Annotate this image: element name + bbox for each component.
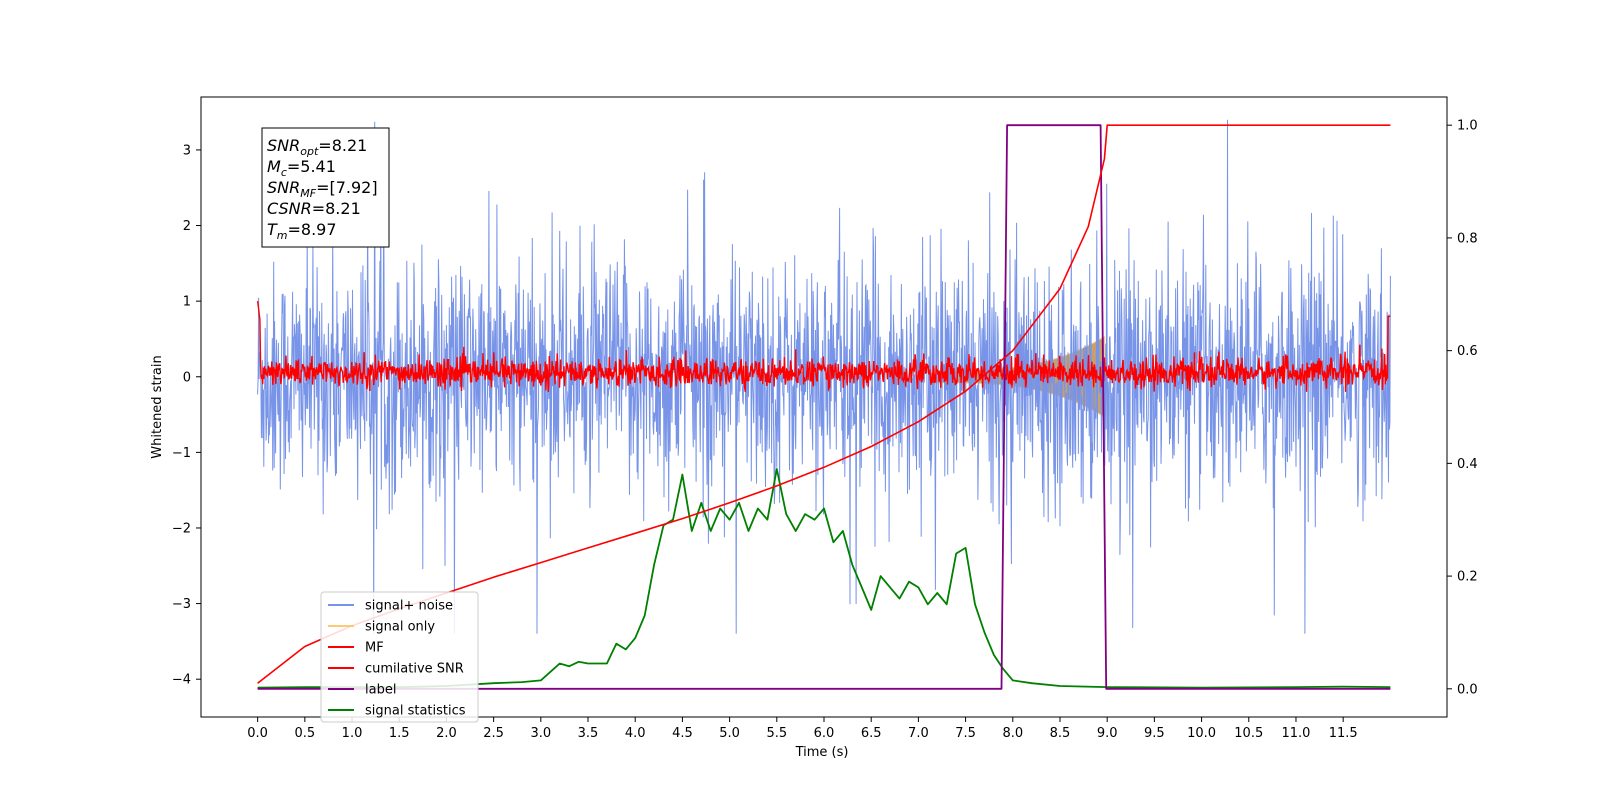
info-box-line: Mc=5.41 — [267, 157, 336, 179]
x-tick-label: 7.0 — [908, 726, 929, 741]
mf-series — [256, 301, 1391, 393]
y-tick-label: −1 — [172, 446, 191, 461]
x-tick-label: 0.0 — [247, 726, 268, 741]
y-tick-label: 3 — [183, 143, 191, 158]
x-tick-label: 10.5 — [1234, 726, 1263, 741]
x-tick-label: 6.5 — [861, 726, 882, 741]
x-tick-label: 2.0 — [436, 726, 457, 741]
x-tick-label: 9.0 — [1097, 726, 1118, 741]
x-tick-label: 5.0 — [719, 726, 740, 741]
y2-tick-label: 0.8 — [1457, 231, 1478, 246]
y-axis-ticks: 3 2 1 0 −1 −2 −3 −4 — [172, 143, 201, 688]
legend-label: MF — [365, 641, 384, 656]
y2-tick-label: 0.4 — [1457, 457, 1478, 472]
y2-tick-label: 0.0 — [1457, 682, 1478, 697]
x-tick-label: 10.0 — [1187, 726, 1216, 741]
y2-tick-label: 0.6 — [1457, 344, 1478, 359]
info-box-line: SNRMF=[7.92] — [267, 178, 378, 200]
x-tick-label: 1.5 — [389, 726, 410, 741]
y-tick-label: 1 — [183, 295, 191, 310]
legend-label: label — [365, 683, 396, 698]
x-tick-label: 2.5 — [483, 726, 504, 741]
signal-statistics-line — [257, 468, 1391, 689]
x-tick-label: 5.5 — [766, 726, 787, 741]
x-tick-label: 4.5 — [672, 726, 693, 741]
y-tick-label: −3 — [172, 597, 191, 612]
x-axis-label: Time (s) — [795, 745, 849, 760]
x-tick-label: 0.5 — [294, 726, 315, 741]
info-box-line: Tm=8.97 — [267, 220, 337, 242]
x-tick-label: 11.5 — [1329, 726, 1358, 741]
info-box-line: SNRopt=8.21 — [267, 136, 367, 158]
signal-plus-noise-line — [257, 119, 1391, 634]
legend-label: signal+ noise — [365, 599, 453, 614]
x-tick-label: 11.0 — [1281, 726, 1310, 741]
y-tick-label: −4 — [172, 673, 191, 688]
x-tick-label: 1.0 — [342, 726, 363, 741]
info-box-frame — [261, 127, 390, 248]
y-tick-label: 0 — [183, 370, 191, 385]
y2-tick-label: 1.0 — [1457, 119, 1478, 134]
y-axis-label: Whitened strain — [150, 355, 165, 458]
x-tick-label: 9.5 — [1144, 726, 1165, 741]
x-tick-label: 7.5 — [955, 726, 976, 741]
mf-line — [256, 301, 1391, 393]
legend-frame — [320, 591, 479, 723]
x-tick-label: 8.0 — [1002, 726, 1023, 741]
label-line — [257, 124, 1391, 690]
x-tick-label: 8.5 — [1050, 726, 1071, 741]
x-tick-label: 3.0 — [530, 726, 551, 741]
x-tick-label: 3.5 — [578, 726, 599, 741]
y-tick-label: 2 — [183, 219, 191, 234]
x-tick-label: 6.0 — [814, 726, 835, 741]
legend-label: signal only — [365, 620, 435, 635]
info-box-line: CSNR=8.21 — [267, 199, 361, 218]
right-y-axis-ticks: 1.0 0.8 0.6 0.4 0.2 0.0 — [1447, 119, 1478, 697]
y-tick-label: −2 — [172, 521, 191, 536]
legend-label: cumilative SNR — [365, 662, 464, 677]
x-tick-label: 4.0 — [625, 726, 646, 741]
legend-label: signal statistics — [365, 704, 466, 719]
legend: signal+ noise signal only MF cumilative SNR… — [320, 591, 479, 723]
x-axis-ticks: 0.0 0.5 1.0 1.5 2.0 2.5 3.0 3.5 4.0 4.5 5.0 5.5 6.0 6… — [247, 717, 1358, 741]
y2-tick-label: 0.2 — [1457, 570, 1478, 585]
signal-plus-noise-series — [257, 119, 1391, 634]
